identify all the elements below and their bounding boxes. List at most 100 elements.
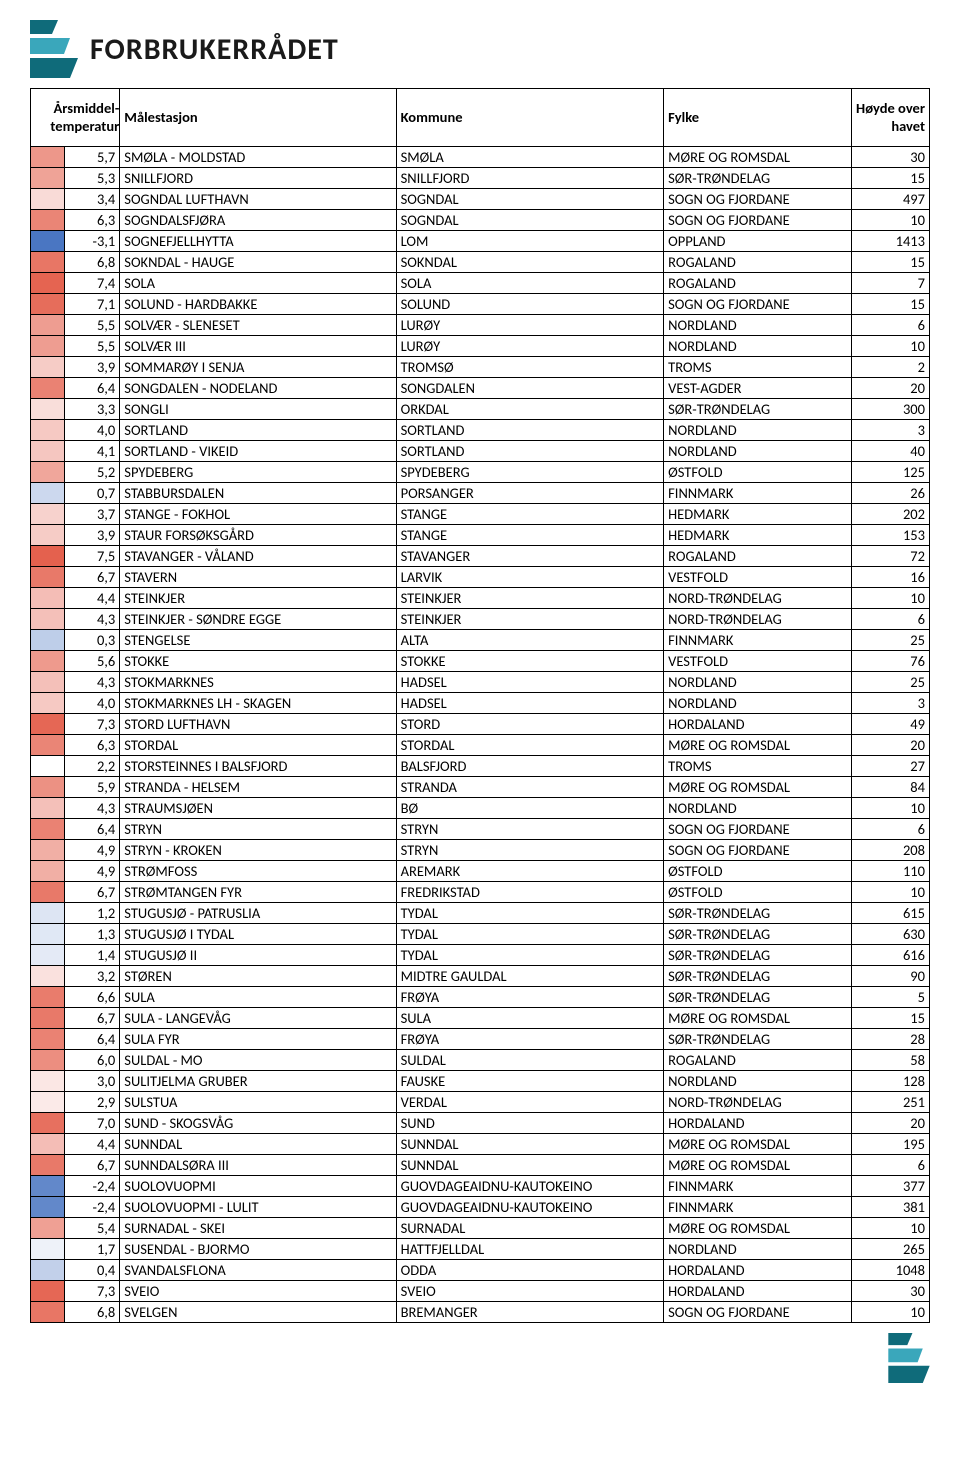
table-row: 6,4STRYNSTRYNSOGN OG FJORDANE6 xyxy=(31,819,930,840)
temp-value: 4,1 xyxy=(97,442,119,460)
cell-height: 40 xyxy=(852,441,930,462)
temp-value: 6,4 xyxy=(97,379,119,397)
cell-fylke: MØRE OG ROMSDAL xyxy=(664,777,852,798)
cell-fylke: NORD-TRØNDELAG xyxy=(664,1092,852,1113)
cell-kommune: TYDAL xyxy=(396,945,664,966)
cell-kommune: ODDA xyxy=(396,1260,664,1281)
cell-kommune: LURØY xyxy=(396,315,664,336)
temp-value: -3,1 xyxy=(93,232,120,250)
table-row: 2,2STORSTEINNES I BALSFJORDBALSFJORDTROM… xyxy=(31,756,930,777)
temp-swatch xyxy=(31,693,65,713)
cell-height: 381 xyxy=(852,1197,930,1218)
cell-height: 20 xyxy=(852,735,930,756)
temp-value: 3,9 xyxy=(97,358,119,376)
temp-value: 5,5 xyxy=(97,316,119,334)
cell-kommune: SURNADAL xyxy=(396,1218,664,1239)
cell-height: 265 xyxy=(852,1239,930,1260)
cell-kommune: GUOVDAGEAIDNU-KAUTOKEINO xyxy=(396,1176,664,1197)
table-row: 6,8SOKNDAL - HAUGESOKNDALROGALAND15 xyxy=(31,252,930,273)
cell-kommune: VERDAL xyxy=(396,1092,664,1113)
cell-station: STORSTEINNES I BALSFJORD xyxy=(120,756,396,777)
cell-kommune: SOKNDAL xyxy=(396,252,664,273)
cell-height: 30 xyxy=(852,147,930,168)
temp-value: 6,7 xyxy=(97,883,119,901)
cell-fylke: MØRE OG ROMSDAL xyxy=(664,1134,852,1155)
temp-swatch xyxy=(31,777,65,797)
cell-fylke: SOGN OG FJORDANE xyxy=(664,1302,852,1323)
table-row: 7,5STAVANGER - VÅLANDSTAVANGERROGALAND72 xyxy=(31,546,930,567)
cell-kommune: STORD xyxy=(396,714,664,735)
cell-temp: 4,3 xyxy=(31,672,120,693)
cell-temp: 6,6 xyxy=(31,987,120,1008)
cell-height: 153 xyxy=(852,525,930,546)
cell-kommune: STOKKE xyxy=(396,651,664,672)
cell-height: 195 xyxy=(852,1134,930,1155)
temp-value: 1,4 xyxy=(97,946,119,964)
cell-kommune: LARVIK xyxy=(396,567,664,588)
temp-swatch xyxy=(31,1197,65,1217)
brand-name: FORBRUKERRÅDET xyxy=(90,31,339,68)
cell-fylke: HORDALAND xyxy=(664,1260,852,1281)
cell-height: 84 xyxy=(852,777,930,798)
cell-station: STABBURSDALEN xyxy=(120,483,396,504)
cell-kommune: BALSFJORD xyxy=(396,756,664,777)
cell-kommune: SMØLA xyxy=(396,147,664,168)
cell-height: 128 xyxy=(852,1071,930,1092)
temp-swatch xyxy=(31,1176,65,1196)
cell-kommune: STRANDA xyxy=(396,777,664,798)
cell-station: SNILLFJORD xyxy=(120,168,396,189)
table-row: 5,9STRANDA - HELSEMSTRANDAMØRE OG ROMSDA… xyxy=(31,777,930,798)
cell-station: STØREN xyxy=(120,966,396,987)
cell-fylke: HORDALAND xyxy=(664,714,852,735)
cell-temp: 7,1 xyxy=(31,294,120,315)
cell-height: 6 xyxy=(852,819,930,840)
table-row: 4,9STRØMFOSSAREMARKØSTFOLD110 xyxy=(31,861,930,882)
temp-value: 5,7 xyxy=(97,148,119,166)
cell-kommune: SVEIO xyxy=(396,1281,664,1302)
cell-temp: 6,7 xyxy=(31,567,120,588)
cell-height: 72 xyxy=(852,546,930,567)
cell-kommune: FREDRIKSTAD xyxy=(396,882,664,903)
table-row: 4,0STOKMARKNES LH - SKAGENHADSELNORDLAND… xyxy=(31,693,930,714)
temp-value: 2,9 xyxy=(97,1093,119,1111)
cell-temp: 4,3 xyxy=(31,609,120,630)
cell-height: 630 xyxy=(852,924,930,945)
temp-value: 3,0 xyxy=(97,1072,119,1090)
cell-temp: 5,2 xyxy=(31,462,120,483)
cell-temp: 6,7 xyxy=(31,1008,120,1029)
cell-station: SUOLOVUOPMI xyxy=(120,1176,396,1197)
temp-value: 6,7 xyxy=(97,1156,119,1174)
cell-kommune: SUNNDAL xyxy=(396,1155,664,1176)
temp-value: 4,3 xyxy=(97,799,119,817)
cell-kommune: ORKDAL xyxy=(396,399,664,420)
temp-value: 4,4 xyxy=(97,589,119,607)
cell-fylke: SØR-TRØNDELAG xyxy=(664,945,852,966)
table-row: 5,3SNILLFJORDSNILLFJORDSØR-TRØNDELAG15 xyxy=(31,168,930,189)
table-row: 0,4SVANDALSFLONAODDAHORDALAND1048 xyxy=(31,1260,930,1281)
cell-station: STANGE - FOKHOL xyxy=(120,504,396,525)
cell-temp: 7,5 xyxy=(31,546,120,567)
temp-swatch xyxy=(31,1155,65,1175)
cell-temp: 0,3 xyxy=(31,630,120,651)
cell-height: 30 xyxy=(852,1281,930,1302)
table-row: 3,2STØRENMIDTRE GAULDALSØR-TRØNDELAG90 xyxy=(31,966,930,987)
cell-station: SONGDALEN - NODELAND xyxy=(120,378,396,399)
cell-fylke: VESTFOLD xyxy=(664,567,852,588)
cell-height: 16 xyxy=(852,567,930,588)
cell-height: 377 xyxy=(852,1176,930,1197)
cell-kommune: SORTLAND xyxy=(396,441,664,462)
table-row: 5,6STOKKESTOKKEVESTFOLD76 xyxy=(31,651,930,672)
cell-station: SVELGEN xyxy=(120,1302,396,1323)
cell-kommune: BØ xyxy=(396,798,664,819)
cell-station: SOLA xyxy=(120,273,396,294)
cell-station: SULSTUA xyxy=(120,1092,396,1113)
cell-kommune: HATTFJELLDAL xyxy=(396,1239,664,1260)
cell-fylke: NORDLAND xyxy=(664,798,852,819)
cell-temp: 4,1 xyxy=(31,441,120,462)
cell-fylke: NORDLAND xyxy=(664,1239,852,1260)
temp-swatch xyxy=(31,1260,65,1280)
cell-height: 110 xyxy=(852,861,930,882)
temp-value: 4,3 xyxy=(97,673,119,691)
cell-fylke: NORDLAND xyxy=(664,315,852,336)
cell-height: 28 xyxy=(852,1029,930,1050)
